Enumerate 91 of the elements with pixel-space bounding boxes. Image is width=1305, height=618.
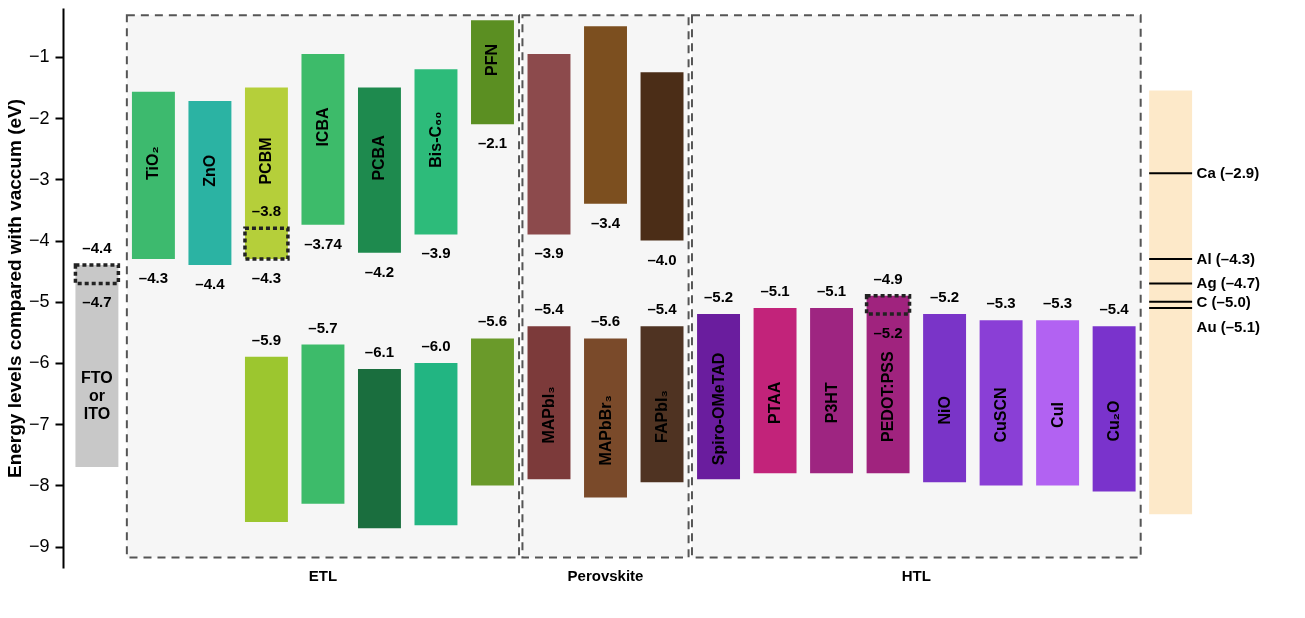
y-tick-label: −2	[28, 107, 50, 128]
x-tick-label: NiO	[935, 396, 953, 425]
x-tick-label: CuI	[1048, 402, 1066, 428]
bar	[640, 326, 684, 483]
bar	[810, 307, 854, 474]
x-tick-label: Cu₂O	[1105, 400, 1123, 442]
y-tick-label: −1	[28, 46, 50, 67]
annotation: –4.4	[195, 275, 226, 293]
bar	[75, 265, 119, 468]
annotation: –5.3	[1043, 294, 1073, 312]
bar	[357, 369, 401, 529]
annotation: –2.1	[477, 134, 508, 152]
bar	[471, 20, 514, 125]
bar	[414, 362, 458, 526]
bar	[188, 101, 232, 266]
y-tick-label: −3	[28, 168, 50, 189]
annotation: –5.4	[647, 300, 678, 318]
annotation: –5.7	[308, 318, 338, 336]
ref-line-label: C (–5.0)	[1196, 292, 1251, 310]
x-tick-label: PCBA	[370, 134, 388, 181]
x-tick-label: MAPbI₃	[540, 386, 557, 444]
ref-line-label: Ca (–2.9)	[1196, 164, 1260, 182]
x-tick-label: FTO or ITO	[81, 369, 113, 423]
annotation: –5.1	[816, 281, 847, 299]
annotation: –5.9	[251, 330, 282, 348]
annotation: –5.2	[873, 324, 903, 342]
band-label: ETL	[308, 566, 338, 584]
bar	[527, 326, 571, 480]
annotation: –4.3	[138, 268, 169, 286]
y-tick-label: −8	[28, 474, 50, 495]
annotation: –5.3	[986, 294, 1016, 312]
annotation: –5.1	[760, 281, 790, 299]
annotation: –3.8	[251, 202, 282, 220]
annotation: –5.4	[1099, 300, 1130, 318]
y-tick-label: −4	[28, 230, 50, 251]
annotation: –5.2	[703, 288, 734, 306]
annotation: –4.0	[647, 250, 677, 268]
band-label: Perovskite	[567, 566, 644, 584]
bar	[1092, 326, 1136, 492]
ref-line-label: Al (–4.3)	[1196, 249, 1255, 267]
ref-line-label: Au (–5.1)	[1196, 317, 1260, 335]
y-tick-label: −9	[28, 536, 50, 557]
y-tick-label: −7	[28, 413, 50, 434]
annotation: –3.4	[590, 213, 621, 231]
bar	[1036, 320, 1080, 486]
bar	[753, 307, 797, 474]
x-tick-label: PTAA	[766, 381, 784, 424]
annotation: –6.0	[421, 336, 451, 354]
annotation: –5.2	[929, 288, 960, 306]
x-tick-label: PEDOT:PSS	[879, 350, 897, 442]
annotation: –4.9	[873, 269, 903, 287]
annotation: –4.7	[82, 293, 112, 311]
bar	[244, 87, 288, 259]
x-tick-label: PCBM	[257, 137, 275, 185]
annotation: –3.74	[304, 234, 343, 252]
annotation: –3.9	[534, 244, 564, 262]
bar	[357, 87, 401, 253]
bar	[244, 356, 288, 523]
bar	[923, 314, 967, 483]
x-tick-label: ZnO	[200, 154, 218, 187]
x-tick-label: P3HT	[822, 382, 840, 424]
annotation: –4.2	[364, 262, 395, 280]
annotation: –4.3	[251, 268, 282, 286]
x-tick-label: CuSCN	[992, 387, 1010, 443]
y-axis-title: Energy levels compared with vaccum (eV)	[3, 98, 25, 479]
bar	[1149, 90, 1193, 515]
x-tick-label: FAPbI₃	[653, 390, 671, 443]
bar	[131, 91, 175, 259]
x-tick-label: TiO₂	[144, 146, 162, 180]
bar	[979, 320, 1023, 486]
y-tick-label: −6	[28, 352, 50, 373]
y-tick-label: −5	[28, 291, 50, 312]
annotation: –5.6	[590, 312, 621, 330]
band-label: HTL	[901, 566, 931, 584]
bar	[527, 53, 571, 235]
annotation: –5.4	[534, 300, 565, 318]
bar	[414, 69, 458, 235]
bar	[640, 72, 684, 241]
x-tick-label: PFN	[483, 44, 501, 77]
bar	[471, 338, 514, 486]
bar	[584, 26, 627, 204]
annotation: –6.1	[364, 343, 395, 361]
x-tick-label: Spiro-OMeTAD	[709, 352, 727, 466]
bar	[584, 338, 627, 498]
annotation: –5.6	[477, 312, 508, 330]
annotation: –4.4	[82, 239, 113, 257]
annotation: –3.9	[421, 244, 451, 262]
x-tick-label: Bis-C₆₀	[426, 111, 444, 168]
x-tick-label: MAPbBr₃	[596, 395, 614, 466]
ref-line-label: Ag (–4.7)	[1196, 274, 1260, 292]
x-tick-label: ICBA	[313, 107, 331, 147]
